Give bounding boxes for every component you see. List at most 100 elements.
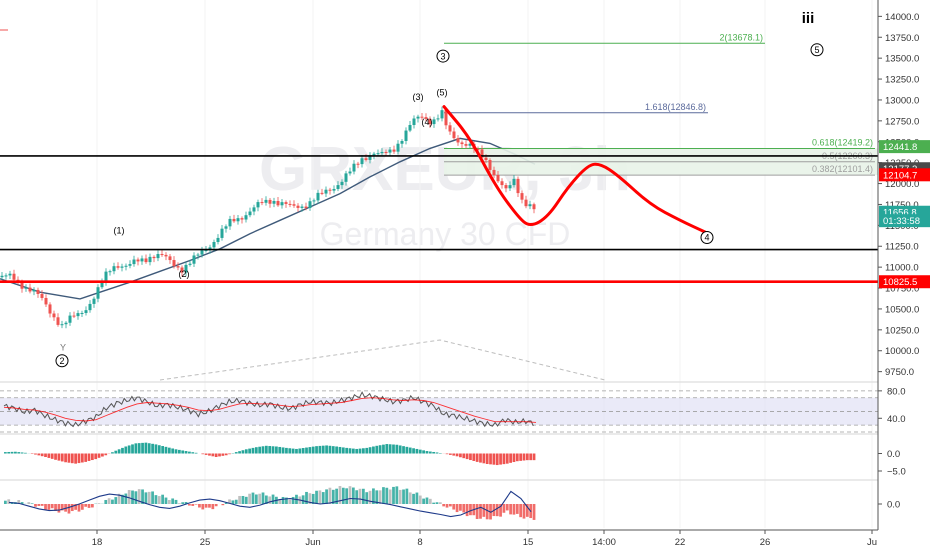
macd-bar (338, 486, 342, 504)
hist-bar (131, 444, 134, 454)
macd-bar (70, 504, 74, 512)
candle-body (264, 199, 268, 203)
hist-bar (151, 443, 154, 454)
candle-body (256, 202, 260, 208)
candle-body (440, 110, 444, 119)
hist-bar (218, 453, 221, 457)
hist-bar (161, 446, 165, 454)
hist-bar (228, 453, 231, 455)
macd-bar (114, 497, 118, 504)
hist-bar (505, 453, 509, 464)
candle-body (340, 181, 344, 186)
hist-bar (435, 452, 439, 454)
hist-bar (4, 452, 7, 454)
x-tick-label: 18 (92, 537, 103, 548)
macd-bar (34, 504, 37, 507)
hist-bar (321, 445, 325, 454)
macd-bar (395, 486, 399, 504)
hist-bar (445, 453, 449, 455)
wave-label: (2) (179, 269, 190, 279)
candle-body (120, 266, 124, 268)
hist-bar (127, 445, 131, 454)
macd-bar (378, 490, 382, 504)
candle-body (240, 218, 244, 220)
trend-triangle (159, 339, 606, 381)
macd-bar (60, 504, 64, 511)
macd-bar (241, 495, 245, 504)
candle-body (420, 116, 424, 118)
macd-bar (331, 489, 335, 504)
hist-bar (144, 442, 148, 454)
hist-bar (512, 453, 516, 463)
macd-bar (482, 504, 486, 517)
macd-bar (47, 504, 51, 510)
hist-bar (64, 453, 67, 463)
candle-body (500, 181, 504, 186)
hist-bar (241, 450, 245, 454)
candle-body (488, 160, 492, 170)
projection-curve (442, 105, 707, 234)
macd-bar (37, 504, 41, 506)
macd-bar (211, 504, 215, 510)
price-badge-label: 11656.8 (883, 208, 917, 219)
candle-body (100, 282, 104, 288)
price-badge-label: 10825.5 (883, 277, 917, 288)
hist-bar (485, 453, 489, 464)
candle-body (444, 110, 448, 126)
y-tick-label: 14000.0 (885, 12, 919, 23)
macd-bar (288, 499, 292, 504)
hist-bar (188, 451, 191, 454)
candle-body (60, 324, 64, 326)
hist-bar (14, 451, 17, 454)
macd-bar (167, 500, 171, 504)
candle-body (176, 266, 180, 268)
candle-body (360, 158, 364, 165)
candle-body (112, 266, 116, 272)
macd-bar (131, 490, 134, 504)
macd-bar (445, 504, 449, 508)
wave-label: 3 (440, 51, 445, 61)
y-tick-label: 11250.0 (885, 242, 919, 253)
hist-tick-label: −5.0 (887, 467, 906, 478)
rsi-tick-label: 40.0 (887, 414, 906, 425)
macd-bar (121, 494, 124, 504)
hist-bar (244, 449, 248, 454)
candle-body (392, 149, 396, 152)
wave-label: 5 (814, 45, 819, 55)
macd-bar (238, 495, 241, 504)
macd-bar (311, 493, 315, 504)
candle-body (436, 118, 440, 120)
y-tick-label: 11000.0 (885, 263, 919, 274)
hist-bar (382, 444, 385, 454)
y-tick-label: 10750.0 (885, 284, 919, 295)
macd-bar (174, 499, 178, 504)
macd-bar (147, 491, 151, 504)
hist-bar (479, 453, 482, 463)
candle-body (36, 289, 40, 294)
candle-body (132, 259, 136, 265)
hist-bar (365, 447, 369, 454)
candle-body (12, 273, 16, 280)
hist-bar (87, 453, 91, 461)
hist-bar (525, 453, 529, 461)
macd-bar (321, 492, 325, 504)
candle-body (464, 144, 468, 146)
hist-bar (101, 453, 104, 457)
hist-bar (208, 453, 211, 456)
price-candles (0, 106, 536, 329)
macd-bar (398, 489, 402, 504)
hist-bar (275, 446, 278, 454)
candle-body (144, 258, 148, 263)
hist-bar (147, 443, 151, 454)
macd-bar (368, 490, 372, 504)
candle-body (364, 158, 368, 160)
hist-bar (80, 453, 84, 463)
candle-body (332, 188, 336, 191)
wave-label-circle (436, 49, 450, 63)
macd-bar (469, 504, 472, 516)
macd-bar (525, 504, 529, 517)
macd-bar (4, 500, 7, 504)
macd-bar (335, 488, 338, 504)
hist-bar (532, 453, 536, 461)
macd-bar (372, 488, 375, 504)
